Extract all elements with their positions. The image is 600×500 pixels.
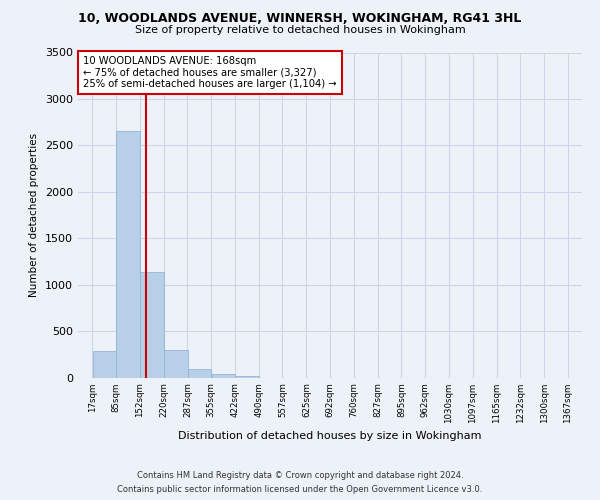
Bar bbox=[116, 132, 140, 378]
Bar bbox=[212, 374, 235, 378]
Text: Contains HM Land Registry data © Crown copyright and database right 2024.
Contai: Contains HM Land Registry data © Crown c… bbox=[118, 472, 482, 494]
Text: 10 WOODLANDS AVENUE: 168sqm
← 75% of detached houses are smaller (3,327)
25% of : 10 WOODLANDS AVENUE: 168sqm ← 75% of det… bbox=[83, 56, 337, 89]
Bar bbox=[140, 272, 164, 378]
X-axis label: Distribution of detached houses by size in Wokingham: Distribution of detached houses by size … bbox=[178, 431, 482, 441]
Bar bbox=[164, 350, 188, 378]
Text: Size of property relative to detached houses in Wokingham: Size of property relative to detached ho… bbox=[134, 25, 466, 35]
Bar bbox=[92, 350, 116, 378]
Y-axis label: Number of detached properties: Number of detached properties bbox=[29, 133, 40, 297]
Bar bbox=[188, 369, 211, 378]
Text: 10, WOODLANDS AVENUE, WINNERSH, WOKINGHAM, RG41 3HL: 10, WOODLANDS AVENUE, WINNERSH, WOKINGHA… bbox=[79, 12, 521, 26]
Bar bbox=[235, 376, 259, 378]
